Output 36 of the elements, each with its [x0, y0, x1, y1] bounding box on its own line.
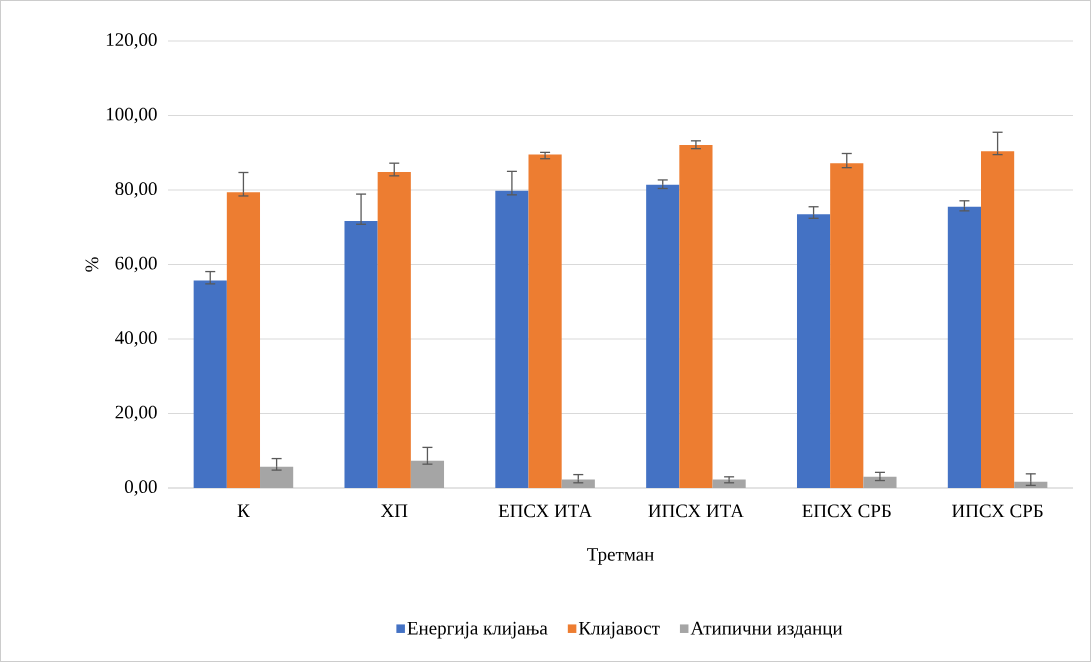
bar	[410, 460, 445, 488]
bar	[528, 154, 562, 488]
y-axis-title: %	[85, 257, 99, 272]
legend-label: Атипични изданци	[690, 621, 843, 639]
x-tick-label: К	[237, 504, 250, 517]
legend-label: Клијавост	[578, 621, 660, 639]
y-tick-label: 20,00	[115, 405, 157, 422]
bar	[981, 151, 1015, 488]
bar	[193, 280, 227, 488]
bar	[679, 144, 713, 488]
bar	[561, 479, 595, 488]
x-tick-label: ИПСХ ИТА	[648, 504, 744, 518]
bar	[796, 214, 831, 488]
x-tick-label: ХП	[380, 504, 408, 517]
y-tick-label: 80,00	[115, 182, 157, 198]
legend-label: Енергија клијања	[407, 621, 548, 639]
bar	[947, 206, 981, 488]
bar	[1014, 481, 1048, 488]
bar	[863, 476, 897, 488]
bar	[226, 192, 261, 488]
bar	[344, 220, 378, 488]
y-tick-label: 60,00	[115, 256, 157, 273]
bar	[260, 466, 294, 488]
x-axis-title: Третман	[587, 548, 654, 565]
bar	[495, 190, 529, 488]
x-tick-label: ЕПСХ СРБ	[802, 504, 891, 518]
y-tick-label: 0,00	[124, 480, 157, 496]
x-tick-label: ЕПСХ ИТА	[498, 504, 592, 518]
bar	[712, 479, 746, 488]
y-tick-label: 40,00	[115, 331, 157, 347]
bar	[830, 163, 864, 488]
y-tick-label: 100,00	[106, 107, 157, 124]
x-tick-label: ИПСХ СРБ	[952, 504, 1043, 518]
y-tick-label: 120,00	[106, 33, 157, 49]
bar	[377, 172, 411, 488]
bar	[646, 184, 680, 488]
